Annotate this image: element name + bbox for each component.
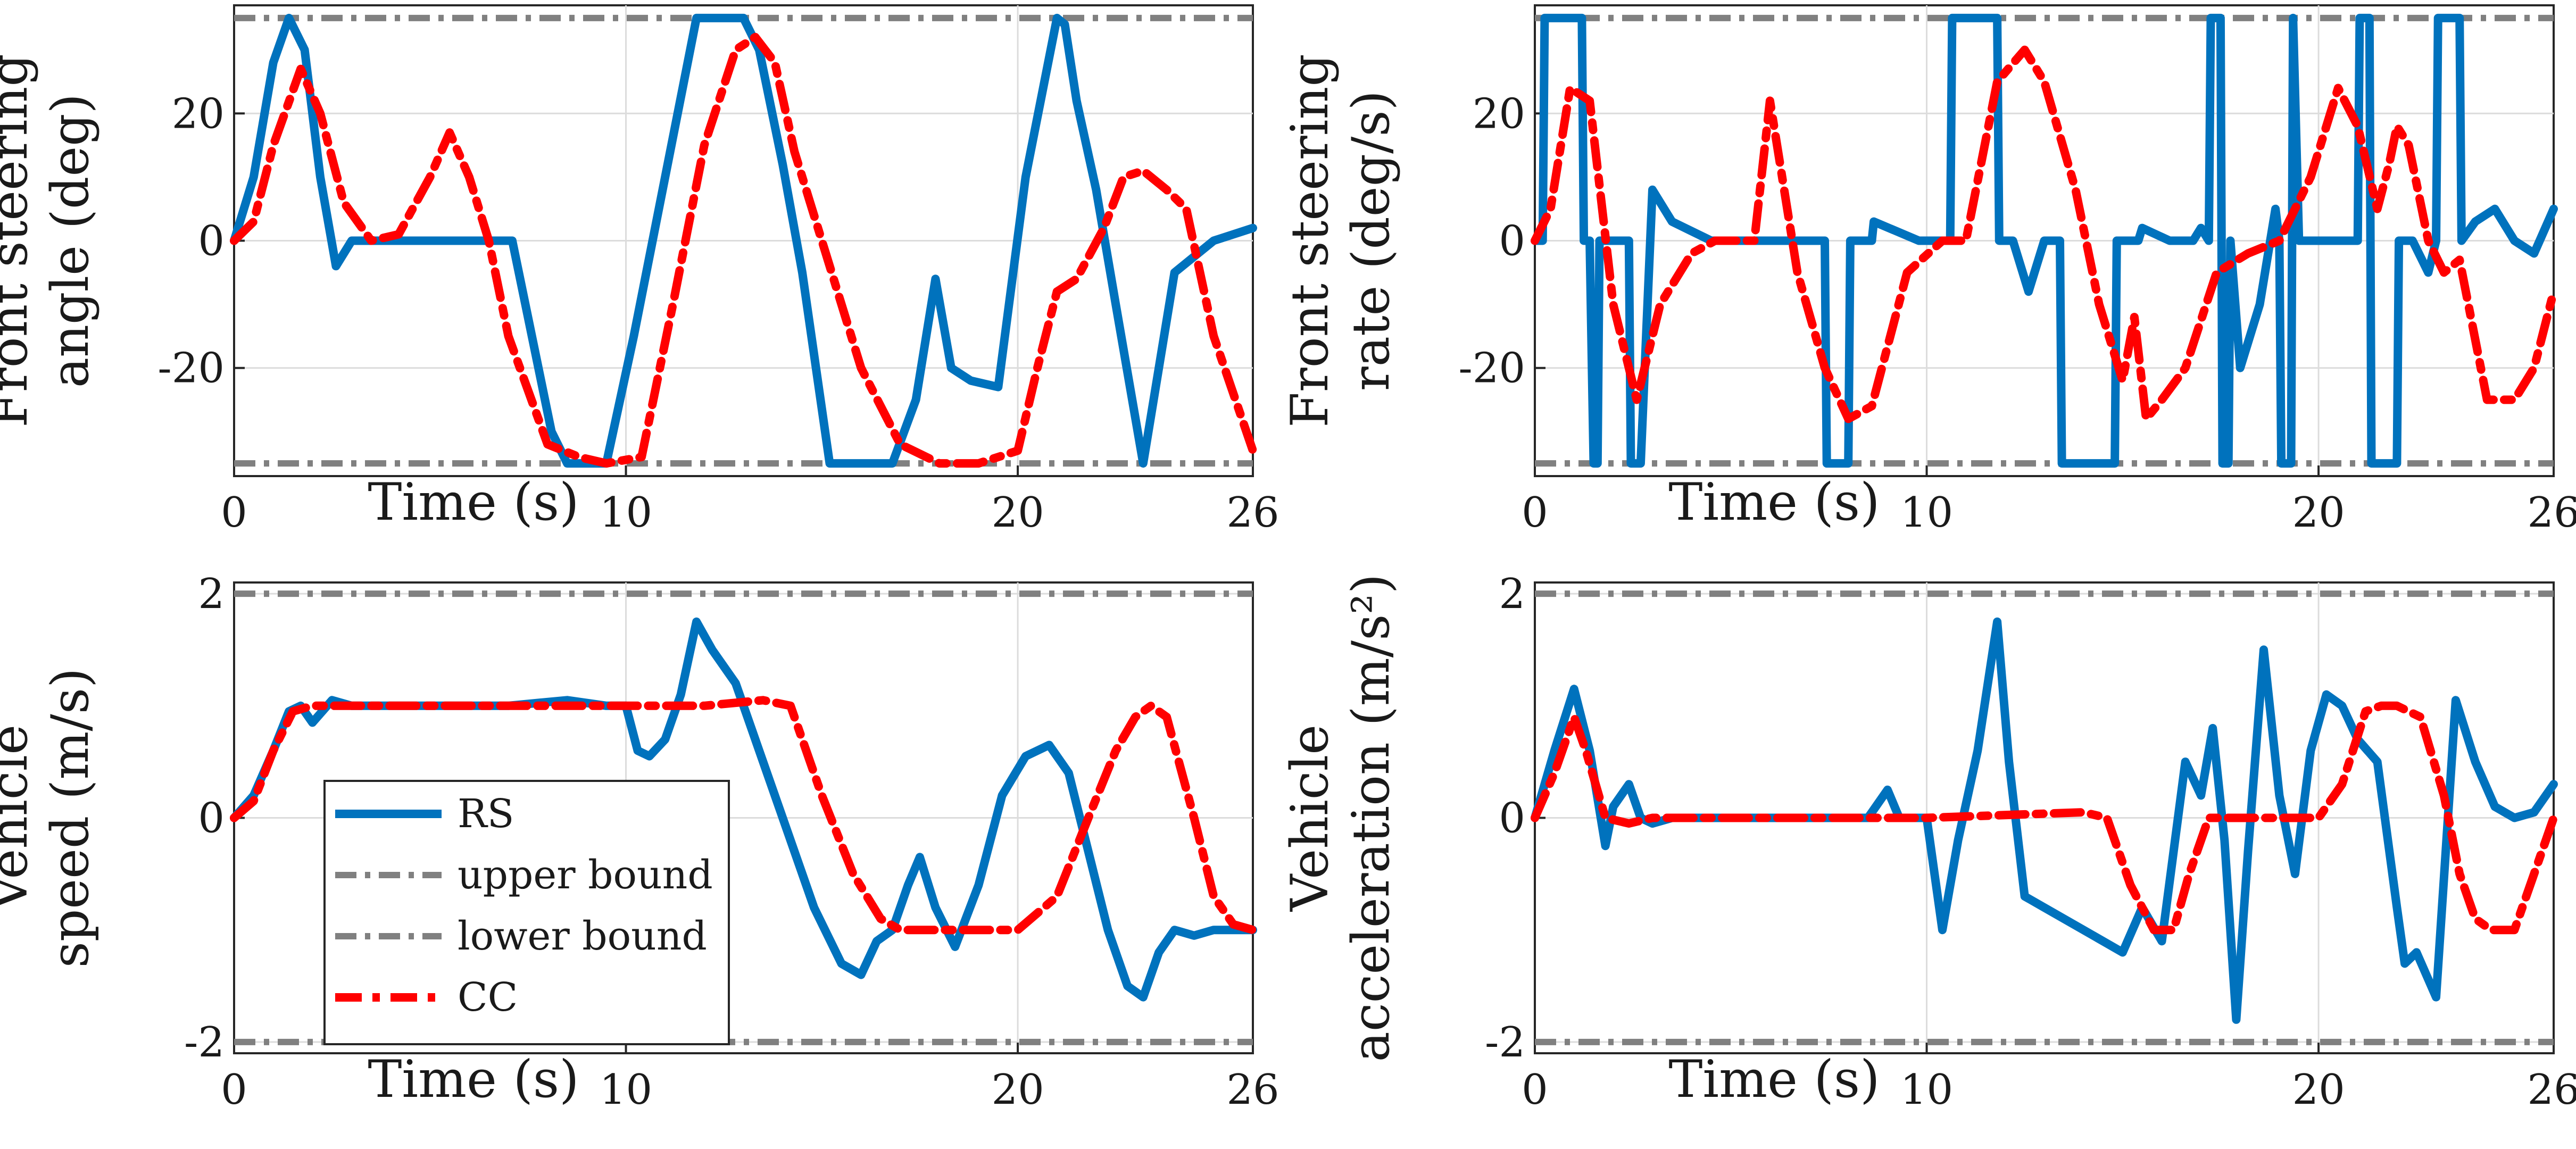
y-tick-label: -20 (157, 345, 225, 393)
steering-rate-panel: 0 10 20 26 -20 0 20 Time (s) Front steering rate … (1280, 4, 2576, 537)
x-tick-label: 0 (221, 489, 247, 537)
y-axis-label: rate (deg/s) (1341, 90, 1401, 391)
y-tick-label: 20 (172, 90, 225, 138)
legend-label-rs: RS (458, 791, 514, 837)
y-tick-label: -2 (1485, 1019, 1525, 1067)
y-axis-label: angle (deg) (40, 94, 100, 388)
y-tick-label: 0 (1499, 795, 1525, 843)
y-axis-label: Vehicle (1280, 725, 1340, 912)
y-axis-label: speed (m/s) (40, 668, 100, 968)
steering-angle-panel: 0 10 20 26 -20 0 20 Time (s) Front steering angle… (0, 4, 1279, 537)
y-tick-label: 0 (198, 218, 225, 265)
x-tick-label: 10 (1900, 1066, 1953, 1114)
x-tick-label: 20 (991, 1066, 1044, 1114)
legend: RS upper bound lower bound CC (323, 780, 730, 1045)
legend-box (323, 780, 730, 1045)
x-tick-label: 20 (2292, 489, 2345, 537)
cc-series-line (1531, 701, 2558, 935)
legend-label-lower: lower bound (458, 913, 707, 959)
x-tick-label: 26 (1226, 489, 1279, 537)
x-tick-label: 10 (600, 1066, 652, 1114)
y-axis-label: Front steering (1280, 54, 1340, 428)
y-tick-label: -20 (1458, 345, 1525, 393)
x-tick-label: 26 (1226, 1066, 1279, 1114)
y-tick-label: 2 (198, 570, 225, 618)
y-axis-label: Front steering (0, 54, 39, 428)
x-tick-label: 20 (2292, 1066, 2345, 1114)
x-tick-label: 0 (221, 1066, 247, 1114)
cc-series-line (230, 696, 1257, 935)
x-tick-label: 20 (991, 489, 1044, 537)
x-tick-label: 0 (1522, 1066, 1548, 1114)
cc-series-line (230, 32, 1257, 468)
x-tick-label: 26 (2527, 1066, 2576, 1114)
y-axis-label: acceleration (m/s²) (1341, 574, 1401, 1062)
cc-series-line (1531, 45, 2558, 423)
x-tick-label: 10 (1900, 489, 1953, 537)
x-axis-label: Time (s) (1668, 1050, 1880, 1109)
rs-series-line (1531, 13, 2558, 468)
x-tick-label: 10 (600, 489, 652, 537)
rs-series-line (230, 13, 1257, 468)
legend-label-upper: upper bound (458, 852, 713, 898)
x-tick-label: 26 (2527, 489, 2576, 537)
x-axis-label: Time (s) (1668, 472, 1880, 532)
y-tick-label: 2 (1499, 570, 1525, 618)
y-tick-label: 0 (1499, 218, 1525, 265)
x-axis-label: Time (s) (368, 472, 579, 532)
legend-label-cc: CC (458, 975, 518, 1020)
y-tick-label: -2 (184, 1019, 225, 1067)
x-axis-label: Time (s) (368, 1050, 579, 1109)
x-tick-label: 0 (1522, 489, 1548, 537)
y-tick-label: 20 (1473, 90, 1525, 138)
y-axis-label: Vehicle (0, 725, 39, 912)
y-tick-label: 0 (198, 795, 225, 843)
